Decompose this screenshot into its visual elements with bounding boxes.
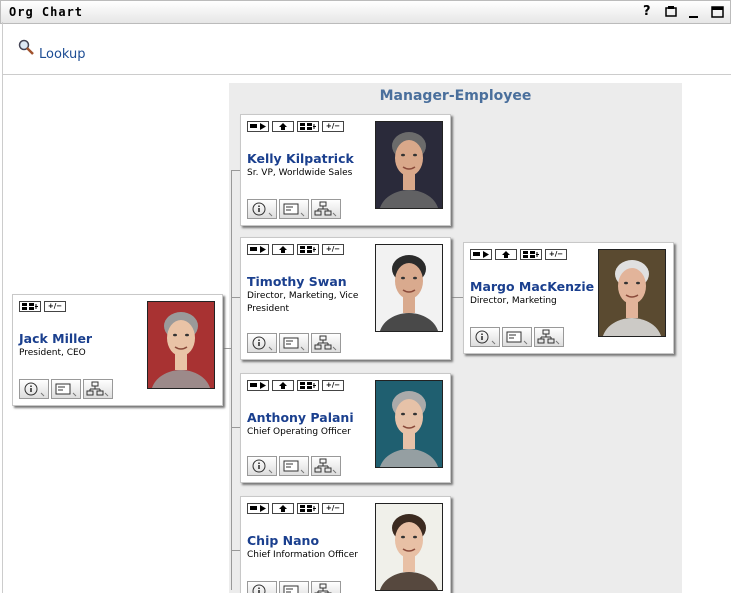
person-card: +/− Chip Nano Chief Information Officer [240,496,451,593]
divider [2,74,731,75]
up-button[interactable] [272,121,294,132]
hierarchy-button[interactable] [83,379,113,399]
tree-button[interactable] [520,249,542,260]
person-card: +/− Timothy Swan Director, Marketing, Vice… [240,237,451,361]
card-actions [247,456,343,476]
info-button[interactable] [19,379,49,399]
panel-title: Manager-Employee [379,88,532,104]
card-actions [19,379,115,399]
window-controls[interactable] [665,6,725,20]
title-bar: Org Chart ? [0,0,731,24]
hierarchy-button[interactable] [311,333,341,353]
vcard-button[interactable] [279,456,309,476]
person-card: +/− Margo MacKenzie Director, Marketing [463,242,674,366]
person-photo [598,249,666,366]
person-title: Chief Information Officer [247,550,358,560]
tree-button[interactable] [297,380,319,391]
hierarchy-button[interactable] [311,199,341,219]
connector [231,427,240,428]
card-toolbar: +/− [247,380,344,391]
person-card: +/− Kelly Kilpatrick Sr. VP, Worldwide Sal… [240,114,451,238]
window-title: Org Chart [9,5,84,19]
info-button[interactable] [470,327,500,347]
hierarchy-button[interactable] [311,581,341,593]
tree-button[interactable] [297,503,319,514]
up-button[interactable] [272,503,294,514]
person-photo [375,244,443,361]
expand-toggle[interactable]: +/− [545,249,567,260]
person-name[interactable]: Jack Miller [19,331,93,346]
vcard-button[interactable] [51,379,81,399]
info-button[interactable] [247,581,277,593]
back-button[interactable] [247,503,269,514]
card-actions [247,581,343,593]
person-title: Sr. VP, Worldwide Sales [247,168,353,178]
person-photo [375,503,443,593]
person-photo [375,380,443,497]
expand-toggle[interactable]: +/− [322,244,344,255]
card-toolbar: +/− [247,503,344,514]
card-toolbar: +/− [19,301,66,312]
card-toolbar: +/− [470,249,567,260]
person-title: President, CEO [19,348,86,358]
info-button[interactable] [247,199,277,219]
expand-toggle[interactable]: +/− [322,121,344,132]
connector [231,550,240,551]
person-title: Director, Marketing, Vice President [247,291,359,314]
tree-button[interactable] [297,121,319,132]
lookup-icon[interactable] [18,39,36,57]
vcard-button[interactable] [502,327,532,347]
hierarchy-button[interactable] [311,456,341,476]
tree-button[interactable] [19,301,41,312]
hierarchy-button[interactable] [534,327,564,347]
person-name[interactable]: Kelly Kilpatrick [247,151,354,166]
back-button[interactable] [247,380,269,391]
info-button[interactable] [247,333,277,353]
vcard-button[interactable] [279,333,309,353]
card-actions [247,199,343,219]
person-card: +/− Jack Miller President, CEO [12,294,223,418]
back-button[interactable] [470,249,492,260]
info-button[interactable] [247,456,277,476]
card-toolbar: +/− [247,244,344,255]
lookup-link[interactable]: Lookup [39,47,86,62]
help-button[interactable]: ? [643,4,651,19]
card-actions [470,327,566,347]
connector [231,170,240,171]
tree-button[interactable] [297,244,319,255]
connector [231,297,240,298]
card-toolbar: +/− [247,121,344,132]
person-photo [147,301,215,418]
person-card: +/− Anthony Palani Chief Operating Officer [240,373,451,497]
expand-toggle[interactable]: +/− [44,301,66,312]
person-photo [375,121,443,238]
person-name[interactable]: Chip Nano [247,533,320,548]
up-button[interactable] [272,244,294,255]
person-title: Director, Marketing [470,296,557,306]
connector [231,170,232,590]
up-button[interactable] [495,249,517,260]
expand-toggle[interactable]: +/− [322,380,344,391]
connector [223,348,231,349]
connector [450,297,463,298]
person-name[interactable]: Timothy Swan [247,274,347,289]
person-name[interactable]: Margo MacKenzie [470,279,595,294]
up-button[interactable] [272,380,294,391]
back-button[interactable] [247,121,269,132]
border [2,22,3,593]
person-name[interactable]: Anthony Palani [247,410,354,425]
person-title: Chief Operating Officer [247,427,351,437]
vcard-button[interactable] [279,581,309,593]
expand-toggle[interactable]: +/− [322,503,344,514]
card-actions [247,333,343,353]
back-button[interactable] [247,244,269,255]
vcard-button[interactable] [279,199,309,219]
